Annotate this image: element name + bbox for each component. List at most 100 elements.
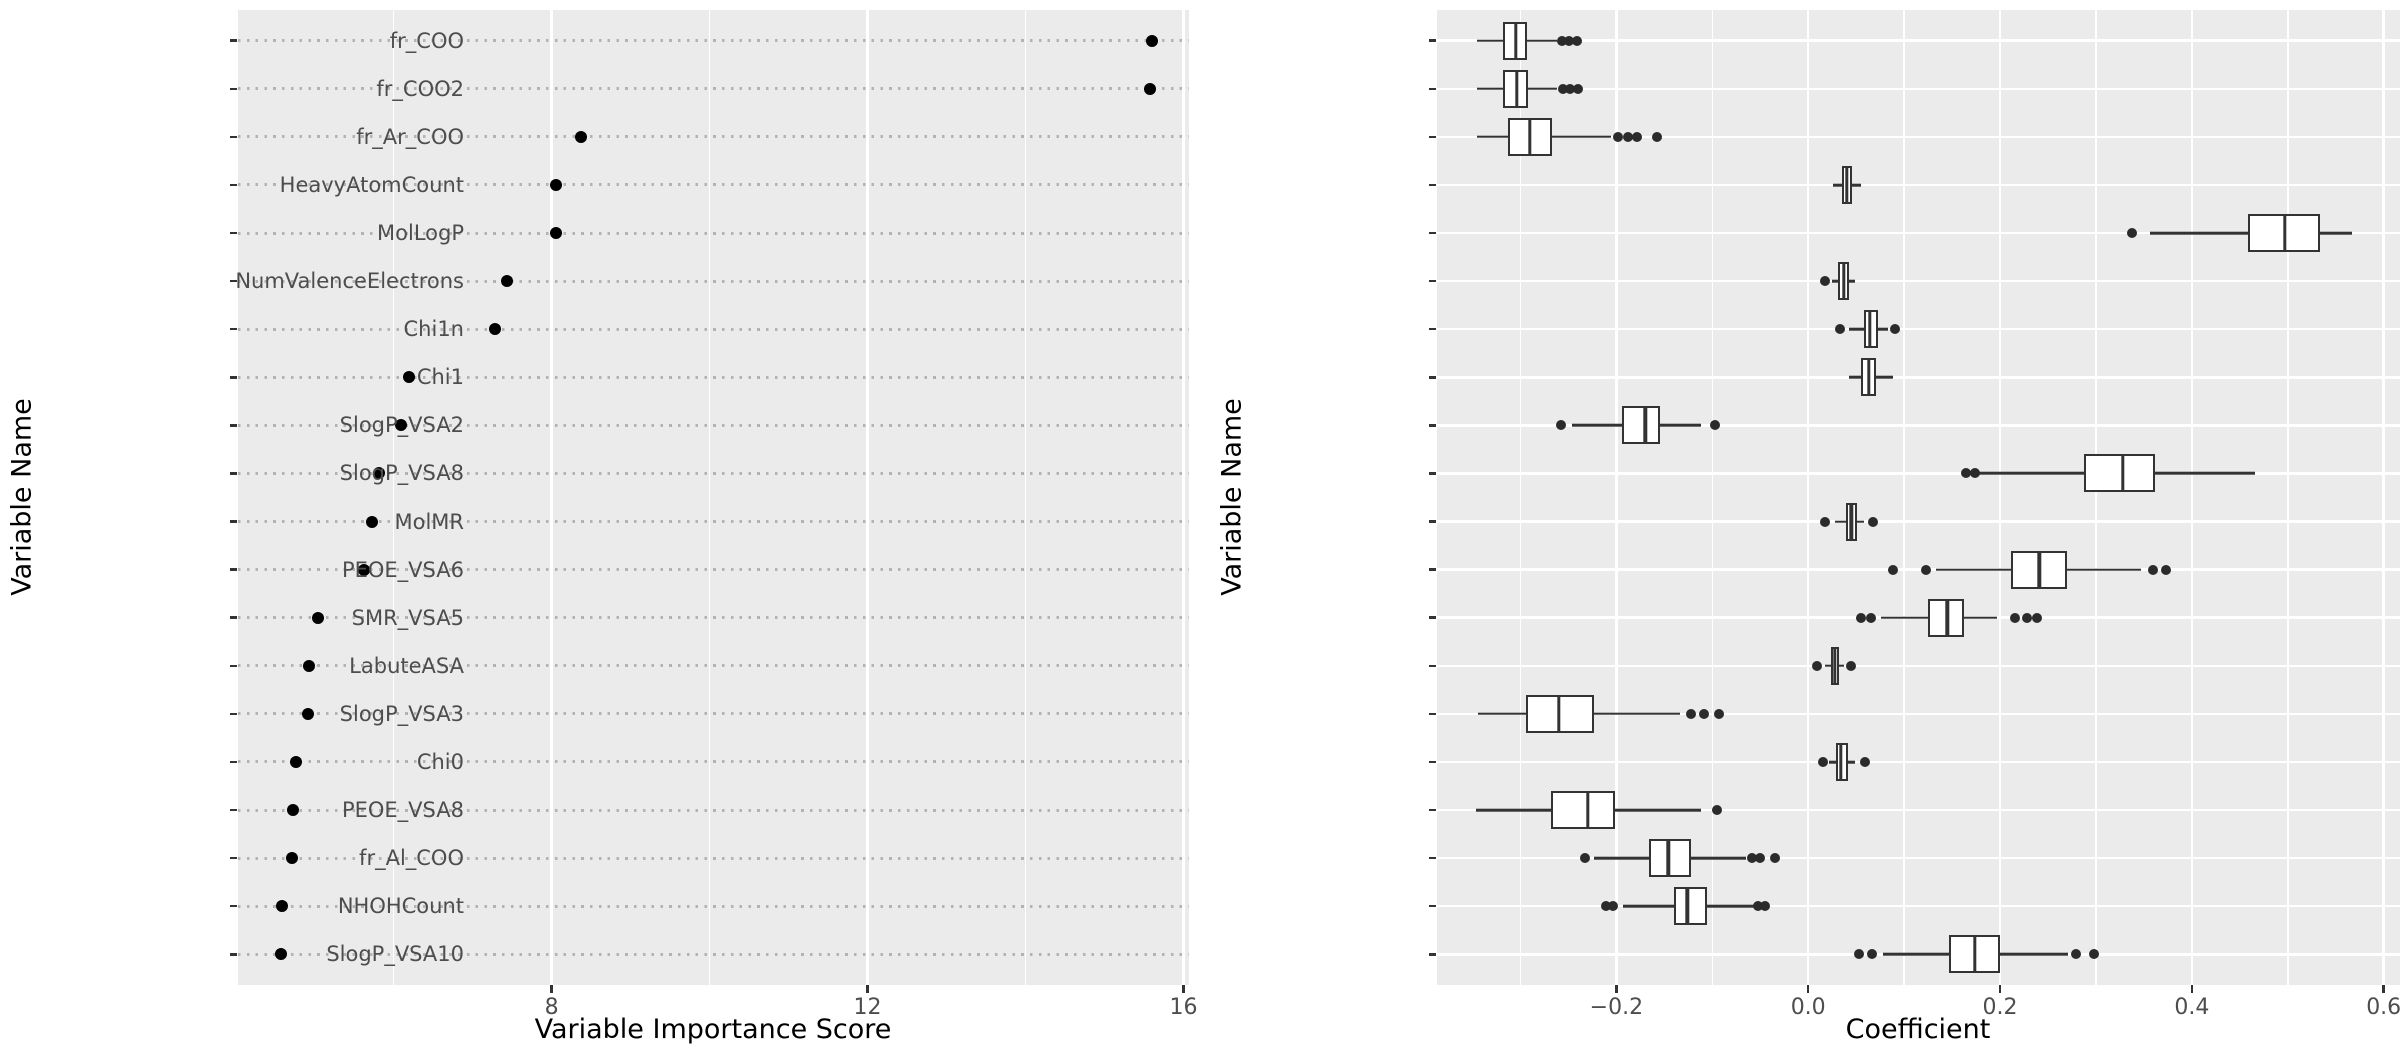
boxplot-outlier-dot (1613, 131, 1624, 142)
y-tick-label: fr_Ar_COO (356, 124, 464, 149)
grid-line-minor (1024, 10, 1027, 985)
importance-dot (358, 563, 371, 576)
boxplot-median-line (1643, 408, 1647, 443)
x-tick-mark (1806, 985, 1810, 993)
x-tick-label: 0.4 (2174, 995, 2210, 1020)
boxplot-whisker (1849, 327, 1864, 331)
boxplot-whisker (1849, 375, 1861, 379)
row-dotted-guide-line (238, 808, 1189, 812)
boxplot-median-line (1528, 119, 1532, 154)
row-grid-line (1437, 376, 2400, 379)
y-tick-mark (230, 856, 237, 860)
boxplot-whisker (2067, 568, 2141, 571)
importance-dot (286, 804, 299, 817)
importance-dot (489, 323, 502, 336)
boxplot-median-line (1557, 696, 1561, 731)
importance-dot (289, 755, 302, 768)
y-tick-mark (1429, 904, 1436, 908)
grid-line-minor (708, 10, 711, 985)
boxplot-whisker (1623, 904, 1674, 908)
y-tick-label: Chi1 (416, 365, 464, 390)
boxplot-outlier-dot (1565, 83, 1576, 94)
x-tick-label: 0.6 (2366, 995, 2400, 1020)
boxplot-outlier-dot (1820, 516, 1831, 527)
boxplot-outlier-dot (1820, 276, 1831, 287)
boxplot-median-line (1973, 937, 1977, 972)
y-tick-mark (230, 183, 237, 187)
y-tick-label: SMR_VSA5 (351, 605, 464, 630)
row-dotted-guide-line (238, 327, 1189, 331)
boxplot-box (1648, 839, 1692, 878)
row-grid-line (1437, 87, 2400, 91)
x-tick-label: −0.2 (1589, 995, 1644, 1020)
grid-line-minor (1903, 10, 1905, 985)
boxplot-outlier-dot (1555, 420, 1566, 431)
boxplot-outlier-dot (1579, 853, 1590, 864)
boxplot-median-line (1514, 71, 1519, 106)
y-tick-mark (1429, 712, 1436, 716)
boxplot-whisker (1691, 856, 1746, 860)
boxplot-whisker (2000, 953, 2069, 956)
y-tick-mark (1429, 808, 1436, 812)
grid-line-major (1182, 10, 1185, 985)
boxplot-box (1673, 887, 1708, 926)
boxplot-whisker (1707, 904, 1755, 908)
importance-dot (402, 371, 415, 384)
row-grid-line (1437, 808, 2400, 812)
y-tick-mark (1429, 39, 1436, 42)
y-tick-label: MolMR (394, 509, 464, 534)
row-dotted-guide-line (238, 952, 1189, 956)
boxplot-outlier-dot (1686, 708, 1697, 719)
boxplot-outlier-dot (2089, 949, 2100, 960)
importance-dot (276, 900, 289, 913)
boxplot-whisker (1835, 520, 1846, 523)
boxplot-outlier-dot (1961, 468, 1972, 479)
boxplot-outlier-dot (2070, 949, 2081, 960)
y-tick-mark (230, 616, 237, 619)
y-tick-mark (230, 808, 237, 812)
boxplot-median-line (2283, 216, 2287, 251)
y-tick-label: fr_COO (389, 28, 464, 53)
boxplot-outlier-dot (1868, 516, 1879, 527)
boxplot-whisker (1852, 183, 1861, 187)
y-tick-mark (230, 472, 237, 475)
boxplot-outlier-dot (1651, 131, 1662, 142)
boxplot-median-line (1867, 312, 1872, 347)
y-tick-label: SlogP_VSA3 (339, 701, 464, 726)
row-grid-line (1437, 760, 2400, 764)
y-tick-mark (1429, 520, 1436, 523)
grid-line-major (866, 10, 869, 985)
grid-line-major (1615, 10, 1618, 985)
boxplot-whisker (1878, 327, 1888, 331)
boxplot-box (1551, 791, 1616, 830)
boxplot-whisker (1824, 664, 1832, 668)
boxplot-median-line (1585, 793, 1590, 828)
y-tick-mark (230, 712, 237, 716)
row-dotted-guide-line (238, 568, 1189, 572)
boxplot-whisker (1832, 279, 1838, 283)
boxplot-whisker (1660, 424, 1701, 427)
y-tick-mark (1429, 424, 1436, 427)
boxplot-outlier-dot (1572, 83, 1583, 94)
y-tick-mark (230, 520, 237, 523)
boxplot-median-line (2121, 456, 2125, 491)
importance-dot (574, 130, 587, 143)
boxplot-whisker (1477, 87, 1504, 91)
boxplot-outlier-dot (1921, 564, 1932, 575)
importance-dot (394, 419, 407, 432)
row-grid-line (1437, 472, 2400, 475)
y-tick-mark (1429, 87, 1436, 91)
boxplot-whisker (1883, 953, 1950, 956)
row-grid-line (1437, 568, 2400, 571)
y-tick-label: Chi0 (416, 749, 464, 774)
importance-dot (311, 611, 324, 624)
y-tick-mark (1429, 376, 1436, 379)
y-tick-mark (1429, 183, 1436, 187)
boxplot-outlier-dot (1855, 612, 1866, 623)
boxplot-whisker (1528, 87, 1557, 91)
boxplot-median-line (2037, 552, 2042, 587)
grid-line-minor (392, 10, 395, 985)
importance-dot (550, 178, 563, 191)
row-dotted-guide-line (238, 616, 1189, 620)
boxplot-outlier-dot (1769, 853, 1780, 864)
